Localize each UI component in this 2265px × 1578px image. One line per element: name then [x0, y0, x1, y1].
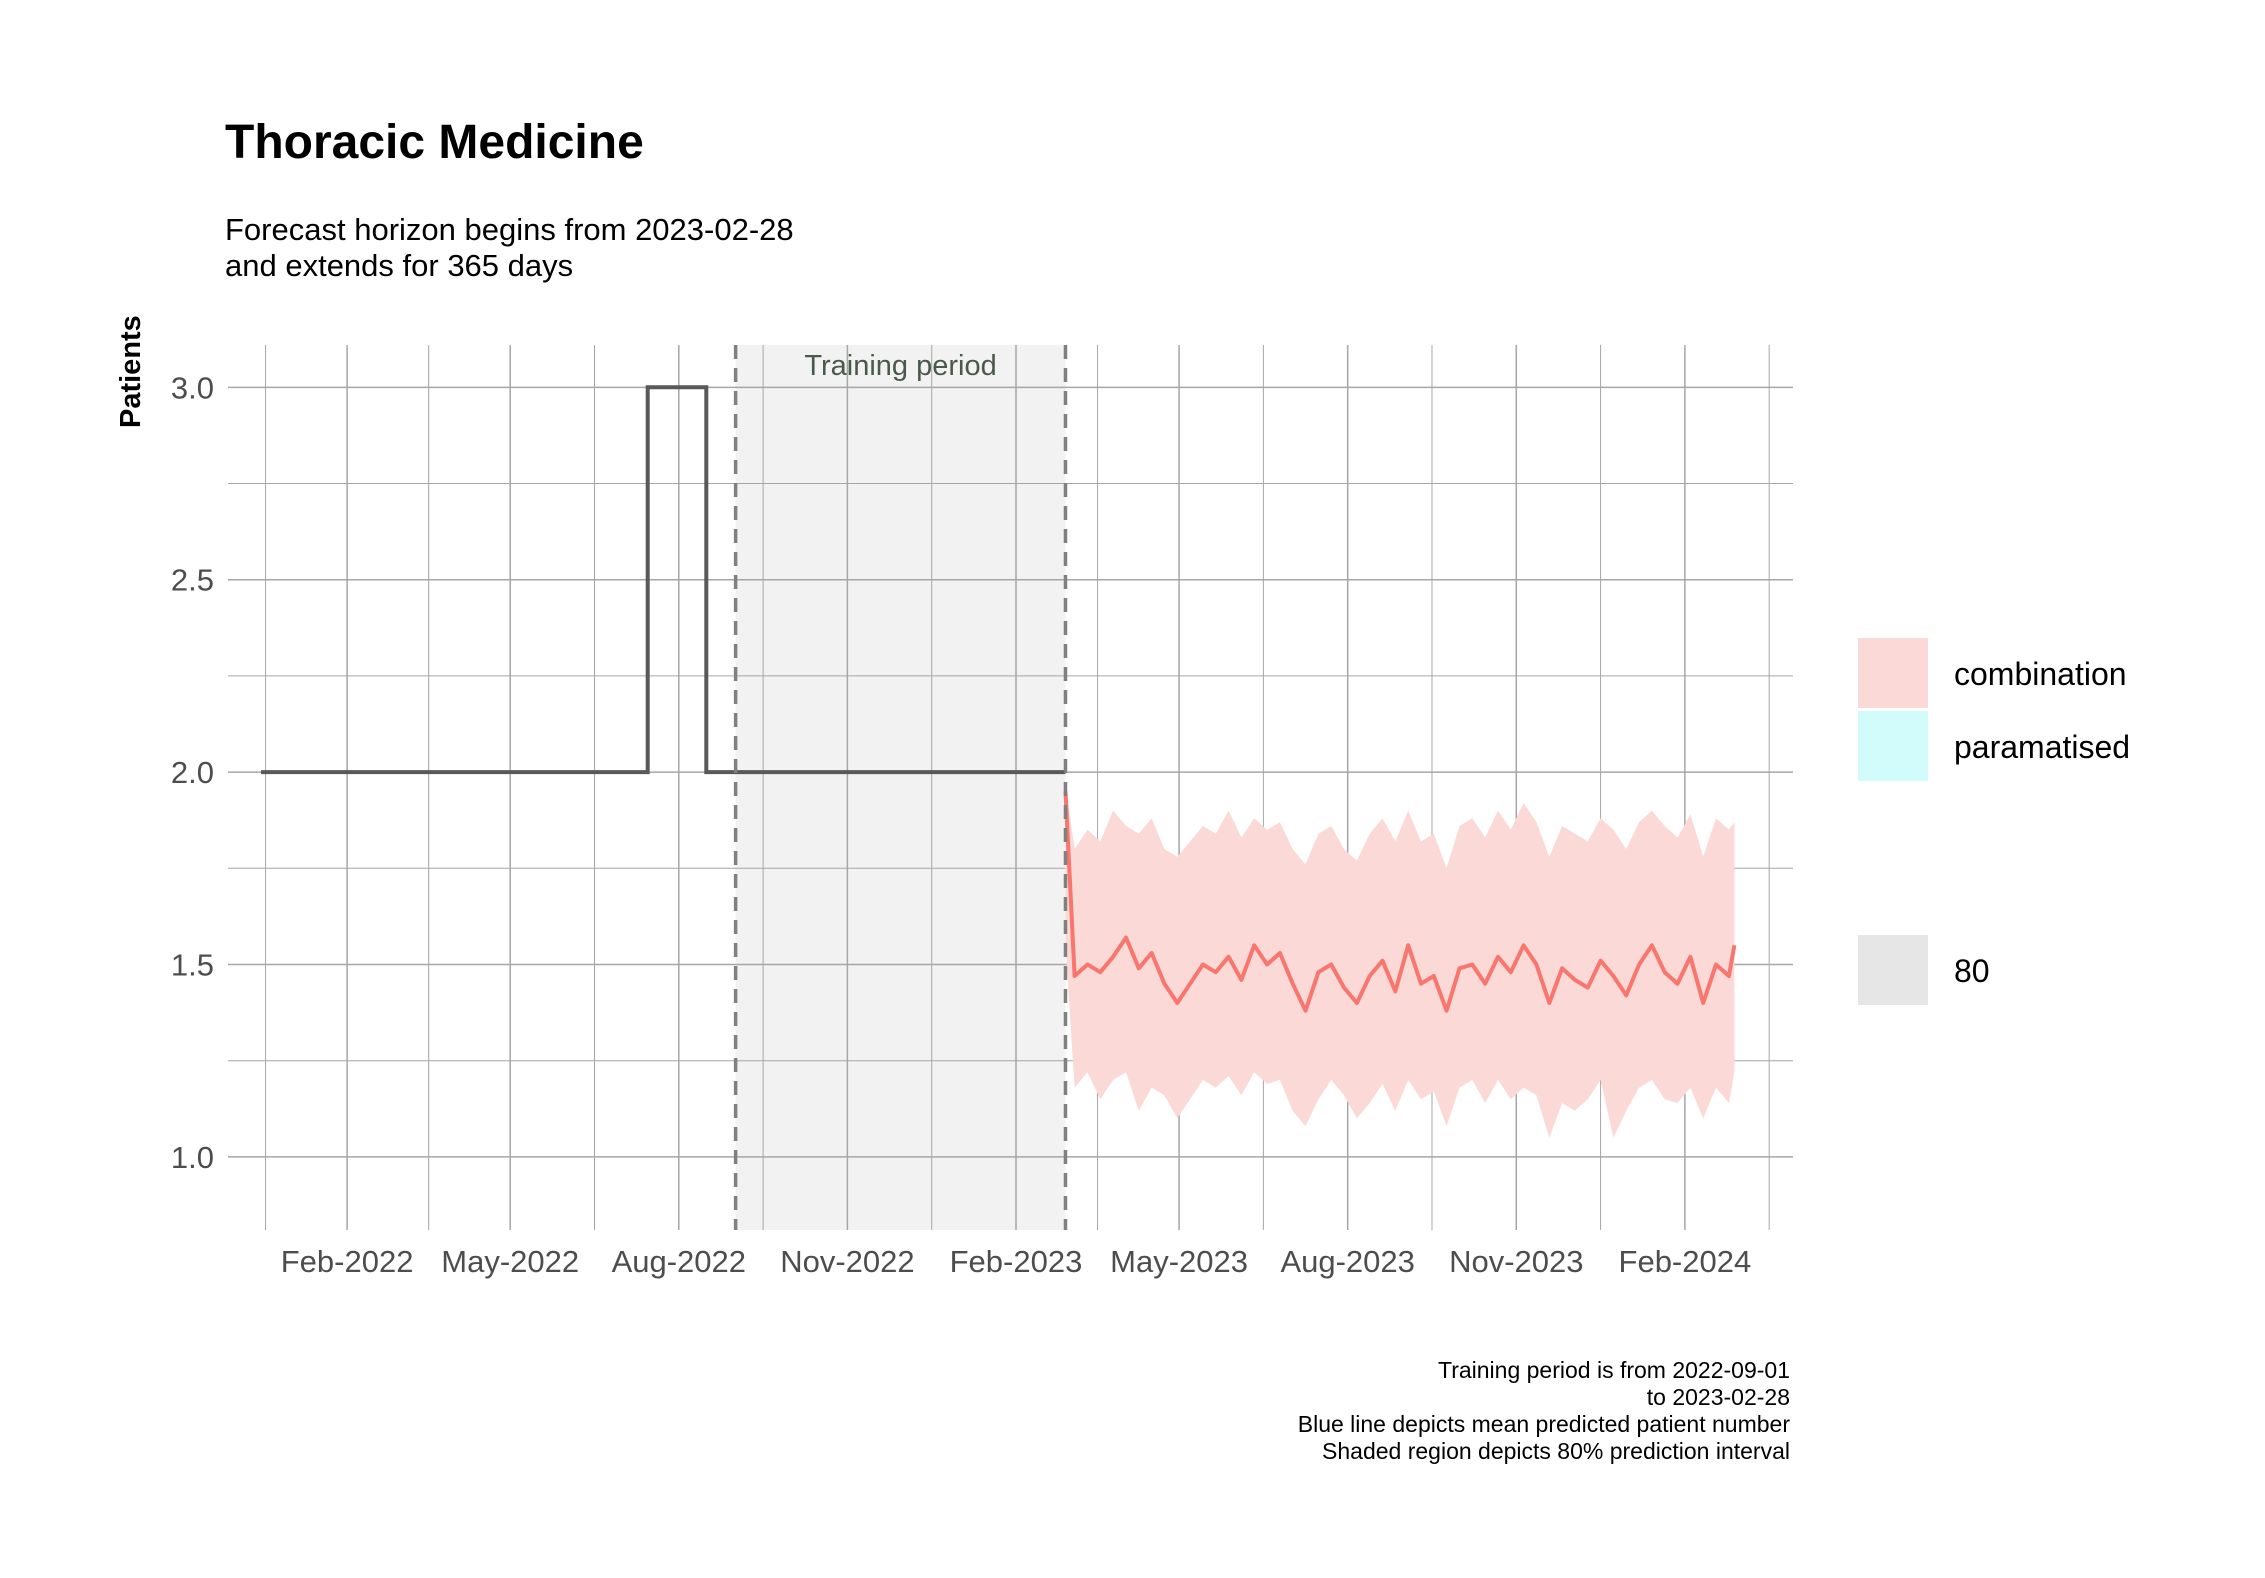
x-tick-label: Feb-2022: [281, 1244, 414, 1279]
legend-label-level-80: 80: [1954, 953, 1990, 989]
x-tick-label: Nov-2022: [780, 1244, 914, 1279]
chart-title: Thoracic Medicine: [225, 116, 644, 169]
x-tick-label: May-2023: [1110, 1244, 1248, 1279]
caption-line-2: to 2023-02-28: [1646, 1384, 1790, 1410]
history-line: [261, 385, 1066, 775]
y-tick-label: 3.0: [171, 370, 214, 405]
subtitle-line-2: and extends for 365 days: [225, 248, 574, 283]
legend-label-combination: combination: [1954, 656, 2127, 692]
subtitle-line-1: Forecast horizon begins from 2023-02-28: [225, 212, 794, 247]
training-period-label: Training period: [804, 350, 996, 382]
legend-item-combination: combination: [1858, 638, 2258, 710]
legend-item-level-80: 80: [1858, 935, 2258, 1007]
forecast-mean-line: [1063, 791, 1737, 1013]
legend-key-level-80: [1858, 935, 1928, 1005]
forecast-interval-band: [1065, 783, 1735, 1138]
caption-line-4: Shaded region depicts 80% prediction int…: [1322, 1438, 1790, 1464]
x-tick-label: Aug-2023: [1280, 1244, 1414, 1279]
legend-label-paramatised: paramatised: [1954, 729, 2131, 765]
y-tick-label: 1.5: [171, 948, 214, 983]
x-tick-label: May-2022: [441, 1244, 579, 1279]
y-tick-label: 1.0: [171, 1140, 214, 1175]
x-tick-label: Feb-2024: [1619, 1244, 1752, 1279]
caption-line-3: Blue line depicts mean predicted patient…: [1297, 1411, 1790, 1437]
x-tick-label: Nov-2023: [1449, 1244, 1583, 1279]
x-tick-label: Aug-2022: [612, 1244, 746, 1279]
legend-key-combination: [1858, 638, 1928, 708]
x-tick-label: Feb-2023: [950, 1244, 1083, 1279]
legend-key-paramatised: [1858, 711, 1928, 781]
legend-item-paramatised: paramatised: [1858, 711, 2258, 783]
training-period-shade: [735, 345, 1066, 1230]
y-tick-label: 2.0: [171, 755, 214, 790]
y-tick-label: 2.5: [171, 563, 214, 598]
caption-line-1: Training period is from 2022-09-01: [1438, 1357, 1790, 1383]
